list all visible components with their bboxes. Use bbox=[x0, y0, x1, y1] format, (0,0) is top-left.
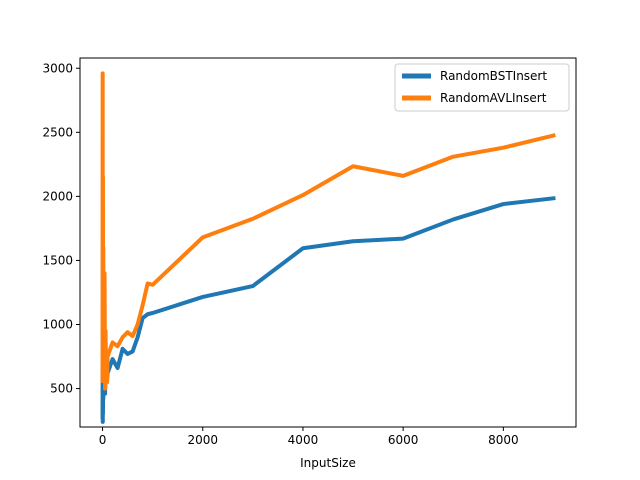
ticks-layer: 0 2000 4000 6000 8000 500 1000 1500 2000 2500 3000 bbox=[42, 61, 518, 447]
y-tick-label: 2000 bbox=[42, 189, 73, 203]
x-axis-label: InputSize bbox=[300, 456, 356, 470]
y-tick-label: 1500 bbox=[42, 253, 73, 267]
y-tick-label: 3000 bbox=[42, 61, 73, 75]
series-line-RandomBSTInsert bbox=[100, 196, 556, 424]
x-tick-label: 8000 bbox=[488, 433, 519, 447]
x-tick-label: 6000 bbox=[388, 433, 419, 447]
legend-label-bst: RandomBSTInsert bbox=[440, 69, 547, 83]
x-tick-label: 4000 bbox=[288, 433, 319, 447]
legend-label-avl: RandomAVLInsert bbox=[440, 91, 547, 105]
plot-frame bbox=[79, 57, 577, 428]
series-layer bbox=[100, 71, 556, 424]
series-line-RandomAVLInsert bbox=[100, 71, 556, 391]
y-tick-label: 500 bbox=[50, 382, 73, 396]
legend-box bbox=[394, 63, 570, 112]
x-tick-label: 0 bbox=[99, 433, 107, 447]
y-tick-label: 2500 bbox=[42, 125, 73, 139]
y-tick-label: 1000 bbox=[42, 318, 73, 332]
x-tick-label: 2000 bbox=[187, 433, 218, 447]
legend: RandomBSTInsert RandomAVLInsert bbox=[394, 63, 570, 112]
